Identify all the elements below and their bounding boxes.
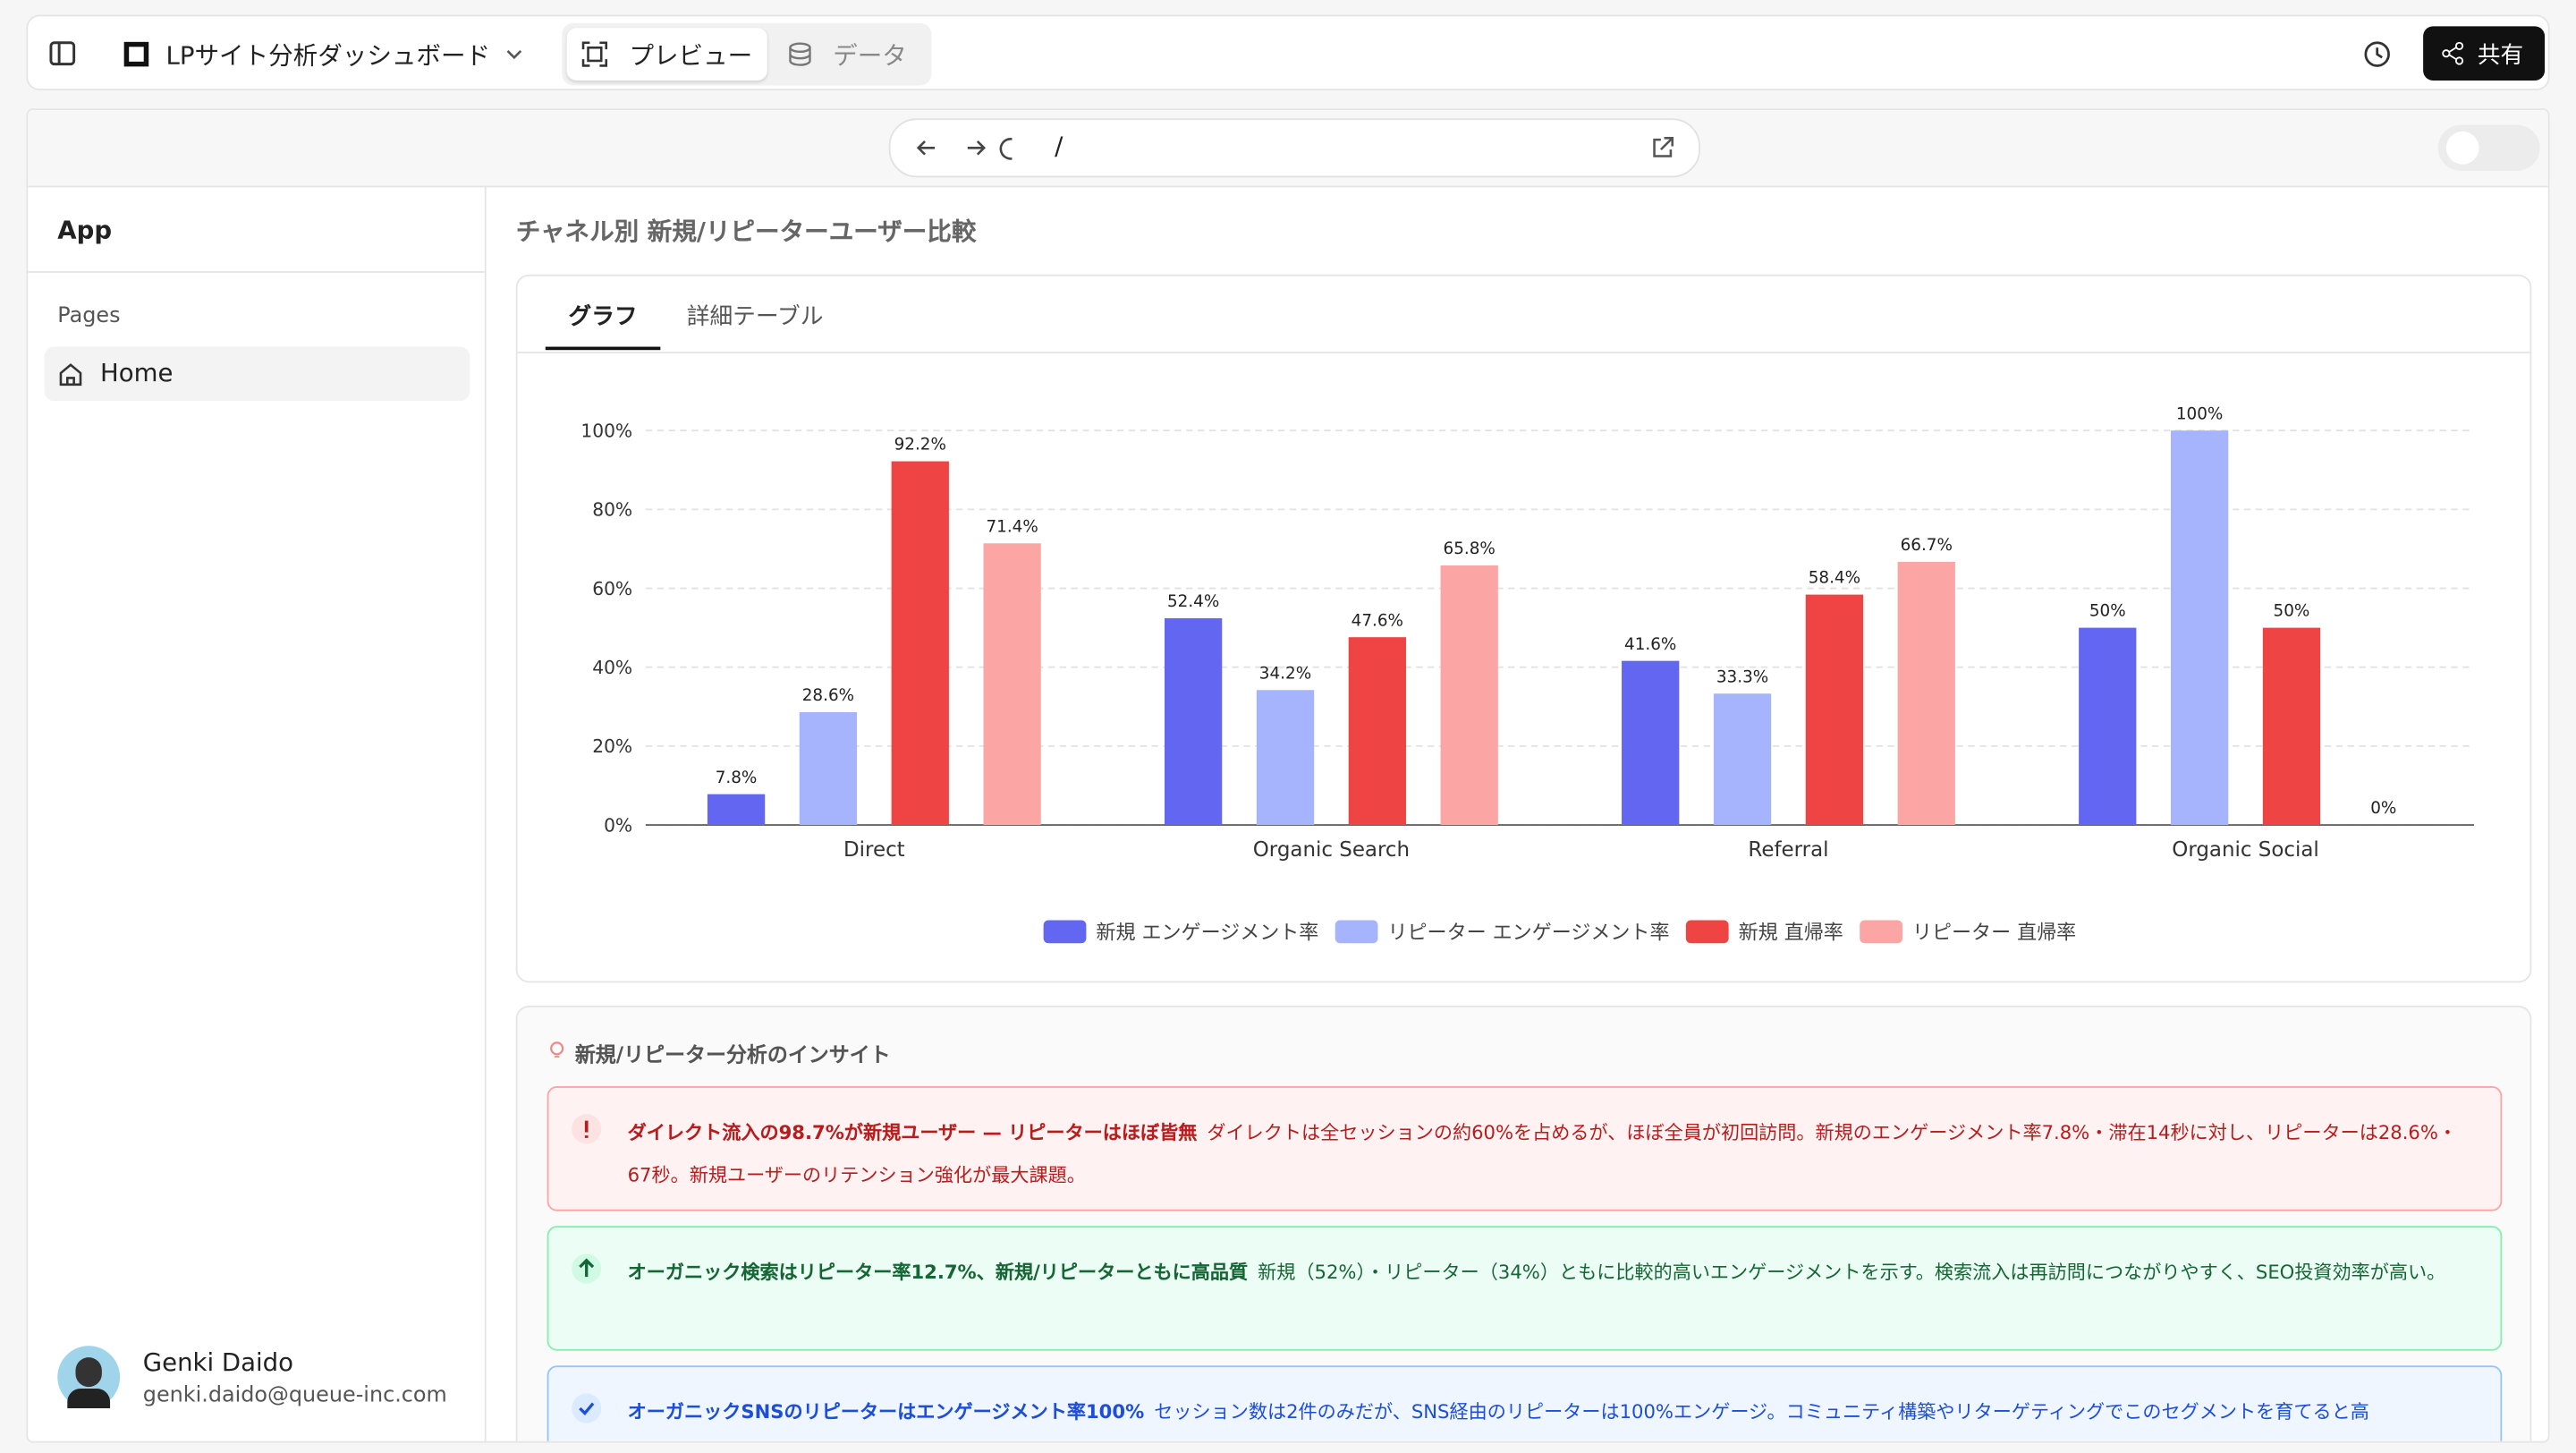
home-icon <box>59 363 82 387</box>
open-external[interactable] <box>1649 135 1675 161</box>
user-name: Genki Daido <box>142 1347 294 1378</box>
legend-label: 新規 エンゲージメント率 <box>1096 922 1318 945</box>
chevron <box>506 50 522 60</box>
top-bar: LPサイト分析ダッシュボード プレビュー データ 共有 <box>26 14 2550 91</box>
data-label: 50% <box>2274 602 2310 621</box>
chart-card: グラフ 詳細テーブル 0% 20% 40% 60% 80% 100% Direct 7.8% 2… <box>515 274 2532 983</box>
y-tick-label: 100% <box>580 421 632 442</box>
insight-body: 新規（52%）・リピーター（34%）ともに比較的高いエンゲージメントを示す。検索… <box>1258 1260 2446 1284</box>
insight-heading: オーガニック検索はリピーター率12.7%、新規/リピーターともに高品質 <box>627 1260 1249 1284</box>
insight-heading: オーガニックSNSのリピーターはエンゲージメント率100% <box>627 1399 1145 1423</box>
legend-swatch <box>1043 920 1087 944</box>
app-label: App <box>57 215 113 245</box>
bar <box>1622 660 1680 826</box>
preview-frame: / App Pages Home Genki Daido genki.daido… <box>26 108 2550 1443</box>
bar <box>1440 565 1498 826</box>
y-tick-label: 60% <box>592 578 632 599</box>
app-icon <box>123 41 149 67</box>
share-icon <box>2442 41 2464 65</box>
tab-data[interactable]: データ <box>833 40 907 71</box>
share-label[interactable]: 共有 <box>2477 42 2524 70</box>
insights-title: 新規/リピーター分析のインサイト <box>574 1041 891 1067</box>
bar <box>1713 693 1772 826</box>
y-tick-label: 80% <box>592 499 632 521</box>
insight-heading: ダイレクト流入の98.7%が新規ユーザー — リピーターはほぼ皆無 <box>627 1120 1198 1144</box>
section-title: チャネル別 新規/リピーターユーザー比較 <box>515 217 977 247</box>
insight-body: ダイレクトは全セッションの約60%を占めるが、ほぼ全員が初回訪問。新規のエンゲー… <box>627 1120 2458 1187</box>
insight-body: セッション数は2件のみだが、SNS経由のリピーターは100%エンゲージ。コミュニ… <box>1154 1399 2369 1423</box>
sidebar: App Pages Home Genki Daido genki.daido@q… <box>28 187 487 1441</box>
browser-bar: / <box>28 110 2548 188</box>
legend-label: 新規 直帰率 <box>1739 922 1843 945</box>
data-label: 50% <box>2089 602 2126 621</box>
section-label: Pages <box>57 303 121 329</box>
nav-home[interactable]: Home <box>44 346 470 402</box>
y-tick-label: 0% <box>604 814 632 836</box>
nav-label[interactable]: Home <box>100 358 174 388</box>
data-label: 52.4% <box>1167 592 1219 611</box>
share-button[interactable]: 共有 <box>2423 26 2546 81</box>
insight-info: オーガニックSNSのリピーターはエンゲージメント率100% セッション数は2件のみ… <box>547 1365 2503 1441</box>
legend-swatch <box>1685 920 1729 944</box>
bar <box>1805 594 1864 826</box>
legend: 新規 エンゲージメント率 リピーター エンゲージメント率 新規 直帰率 リピーター 直… <box>1043 920 2076 945</box>
url-path: / <box>1055 131 1063 161</box>
data-label: 71.4% <box>986 517 1038 536</box>
sidebar-toggle[interactable] <box>47 39 77 69</box>
x-tick-label: Direct <box>843 838 905 862</box>
bar <box>2079 627 2137 826</box>
bar <box>891 461 949 826</box>
data-label: 41.6% <box>1624 635 1676 654</box>
data-label: 28.6% <box>802 686 854 705</box>
user-email: genki.daido@queue-inc.com <box>142 1383 447 1409</box>
bar <box>1256 690 1315 826</box>
bar <box>707 794 766 826</box>
data-label: 34.2% <box>1259 664 1311 683</box>
toggle[interactable] <box>2437 124 2540 172</box>
data-label: 100% <box>2176 404 2224 423</box>
bar <box>1164 618 1223 826</box>
nav-icons[interactable] <box>913 135 1013 161</box>
data-label: 47.6% <box>1352 611 1403 630</box>
data-label: 7.8% <box>716 769 758 787</box>
bar <box>1897 562 1955 826</box>
view-switch: プレビュー データ <box>562 22 932 86</box>
x-tick-label: Organic Search <box>1253 838 1410 862</box>
legend-swatch <box>1335 920 1378 944</box>
insights-card: 新規/リピーター分析のインサイト ダイレクト流入の98.7%が新規ユーザー — … <box>515 1006 2532 1441</box>
bar <box>983 543 1041 826</box>
data-label: 58.4% <box>1809 569 1860 588</box>
legend-label: リピーター 直帰率 <box>1912 922 2076 945</box>
preview-icon <box>581 41 608 67</box>
x-tick-label: Organic Social <box>2172 838 2319 862</box>
y-tick-label: 20% <box>592 735 632 757</box>
chart: 0% 20% 40% 60% 80% 100% Direct 7.8% 28.6% 92.2% 71… <box>580 404 2475 945</box>
bar <box>799 711 858 826</box>
x-tick-label: Referral <box>1748 838 1828 862</box>
tab-table[interactable]: 詳細テーブル <box>686 303 824 331</box>
y-tick-label: 40% <box>592 657 632 678</box>
data-label: 66.7% <box>1901 536 1953 555</box>
tab-graph[interactable]: グラフ <box>568 303 638 331</box>
insight-alert: ダイレクト流入の98.7%が新規ユーザー — リピーターはほぼ皆無 ダイレクトは全… <box>547 1086 2503 1211</box>
avatar <box>57 1346 121 1409</box>
data-label: 33.3% <box>1716 667 1768 686</box>
insight-positive: オーガニック検索はリピーター率12.7%、新規/リピーターともに高品質 新規（52… <box>547 1226 2503 1351</box>
tab-bar: グラフ 詳細テーブル <box>517 276 2530 353</box>
bar <box>2262 627 2321 826</box>
legend-swatch <box>1860 920 1902 944</box>
dashboard-title[interactable]: LPサイト分析ダッシュボード <box>165 40 491 71</box>
address-bar: / <box>888 118 1700 178</box>
legend-label: リピーター エンゲージメント率 <box>1387 922 1669 945</box>
bar <box>2170 430 2229 826</box>
bar <box>1348 637 1406 826</box>
history-icon[interactable] <box>2362 39 2392 69</box>
data-label: 92.2% <box>894 436 946 455</box>
data-icon <box>789 42 811 66</box>
data-label: 65.8% <box>1444 540 1496 558</box>
bulb-icon <box>550 1041 564 1058</box>
tab-preview[interactable]: プレビュー <box>629 40 753 71</box>
data-label: 0% <box>2370 799 2396 818</box>
